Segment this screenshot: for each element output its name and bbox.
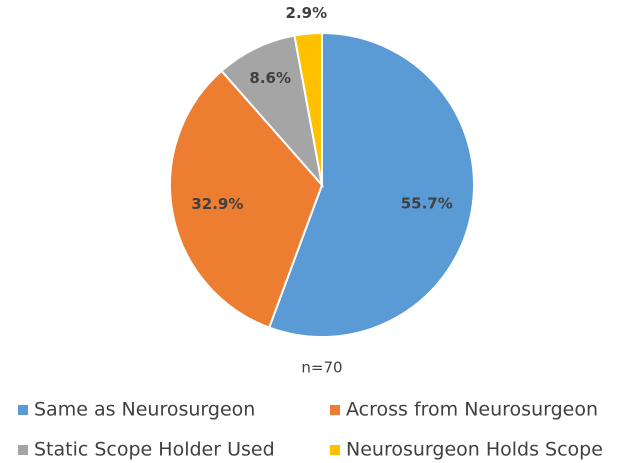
value-label: 2.9% [286, 4, 328, 22]
legend-marker [330, 405, 340, 415]
legend-label: Across from Neurosurgeon [346, 399, 598, 421]
pie-slice [169, 69, 324, 329]
legend-marker [18, 445, 28, 455]
annotation: n=70 [301, 359, 342, 377]
legend-marker [330, 445, 340, 455]
value-label: 55.7% [401, 194, 453, 212]
value-label: 8.6% [249, 69, 291, 87]
legend-label: Same as Neurosurgeon [34, 399, 255, 421]
pie-slice [293, 31, 323, 186]
pie-slice [267, 31, 475, 338]
value-label: 32.9% [191, 195, 243, 213]
legend-label: Neurosurgeon Holds Scope [346, 439, 603, 461]
legend-label: Static Scope Holder Used [34, 439, 275, 461]
legend-marker [18, 405, 28, 415]
